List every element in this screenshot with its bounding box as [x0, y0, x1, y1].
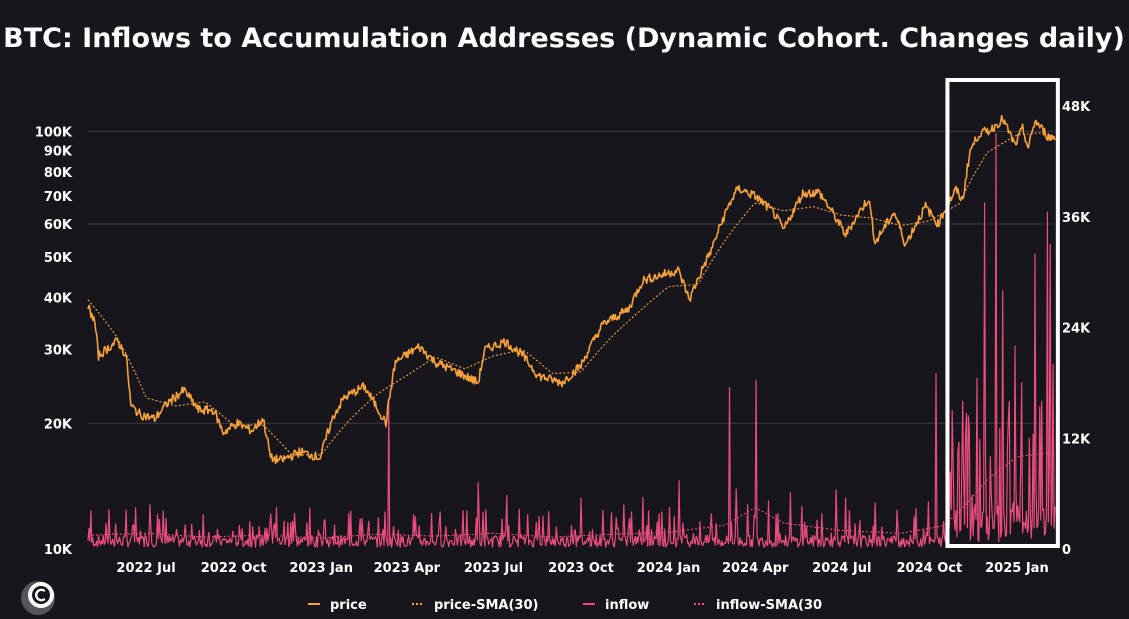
series-inflow-sma-30-line	[87, 451, 1054, 539]
y-right-tick-label: 0	[1062, 543, 1071, 558]
gridlines	[88, 130, 1055, 424]
legend-label: inflow-SMA(30	[716, 598, 822, 613]
series-price-sma-30-line	[87, 131, 1045, 456]
x-tick-label: 2023 Apr	[374, 561, 441, 576]
y-left-tick-label: 100K	[35, 125, 73, 140]
x-tick-label: 2024 Apr	[722, 561, 789, 576]
right-axis: 0 12K 24K 36K 48K	[1062, 100, 1091, 558]
y-right-tick-label: 48K	[1062, 100, 1091, 115]
x-tick-label: 2024 Jan	[637, 561, 701, 576]
legend: price price-SMA(30) inflow inflow-SMA(30	[308, 598, 822, 613]
x-tick-label: 2024 Jul	[812, 561, 871, 576]
legend-label: inflow	[605, 598, 649, 613]
x-tick-label: 2022 Jul	[116, 561, 175, 576]
y-right-tick-label: 24K	[1062, 322, 1091, 337]
x-axis: 2022 Jul 2022 Oct 2023 Jan 2023 Apr 2023 Jul…	[116, 561, 1048, 576]
x-tick-label: 2025 Jan	[985, 561, 1049, 576]
y-left-tick-label: 90K	[44, 144, 73, 159]
series-layer	[87, 114, 1056, 548]
legend-label: price	[330, 598, 367, 613]
chart-title: BTC: Inflows to Accumulation Addresses (…	[3, 23, 1125, 54]
y-left-tick-label: 80K	[44, 166, 73, 181]
y-left-tick-label: 10K	[44, 543, 73, 558]
series-price-line	[87, 114, 1056, 464]
y-left-tick-label: 30K	[44, 344, 73, 359]
y-left-tick-label: 20K	[44, 417, 73, 432]
x-tick-label: 2022 Oct	[201, 561, 267, 576]
y-left-tick-label: 40K	[44, 292, 73, 307]
brand-logo	[21, 581, 55, 615]
y-right-tick-label: 36K	[1062, 211, 1091, 226]
x-tick-label: 2023 Jul	[464, 561, 523, 576]
y-left-tick-label: 60K	[44, 218, 73, 233]
x-tick-label: 2023 Oct	[548, 561, 614, 576]
highlight-rect	[945, 78, 1060, 548]
x-tick-label: 2023 Jan	[289, 561, 353, 576]
legend-label: price-SMA(30)	[434, 598, 538, 613]
y-right-tick-label: 12K	[1062, 432, 1091, 447]
series-inflow-line	[87, 133, 1056, 548]
x-tick-label: 2024 Oct	[897, 561, 963, 576]
left-axis: 10K 20K 30K 40K 50K 60K 70K 80K 90K 100K	[35, 125, 73, 558]
y-left-tick-label: 70K	[44, 190, 73, 205]
y-left-tick-label: 50K	[44, 251, 73, 266]
highlight-box	[945, 78, 1060, 548]
